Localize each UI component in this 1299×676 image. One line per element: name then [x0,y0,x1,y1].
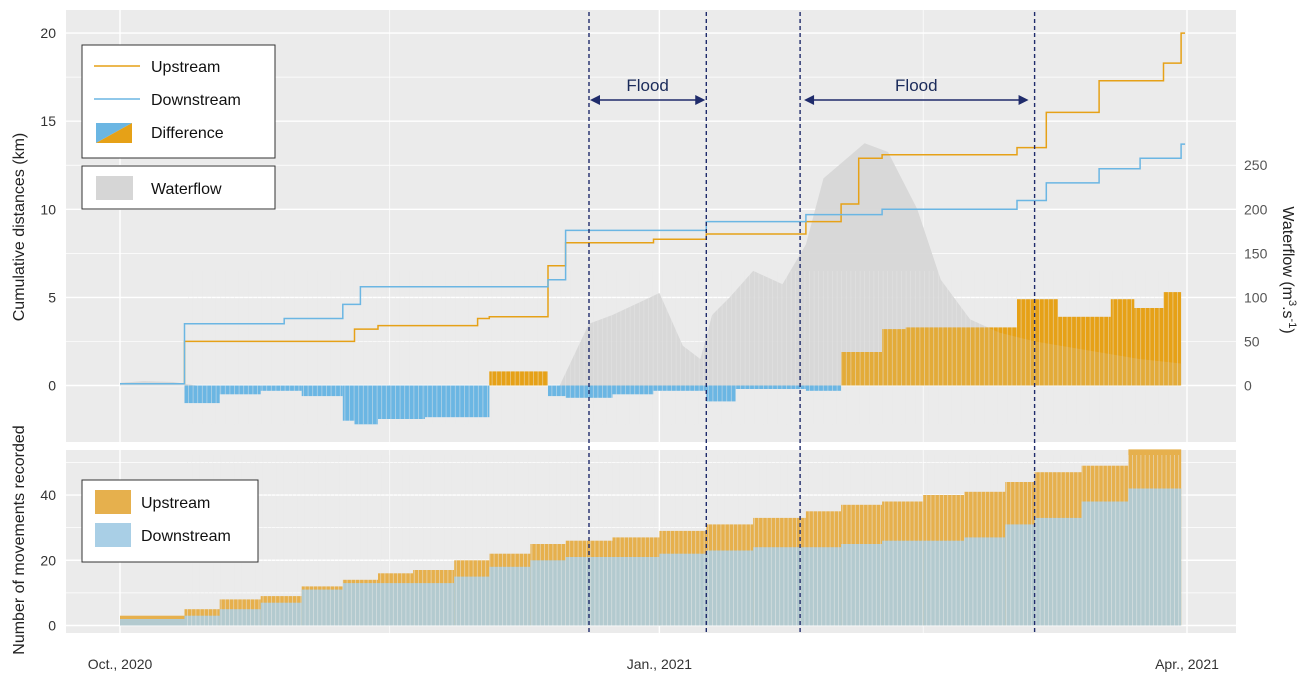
top-y-tick-3: 15 [40,113,56,129]
legend-movements-downstream-label: Downstream [141,528,231,545]
downstream-movement-bar [530,560,566,626]
cumulative-lines [120,32,1186,385]
legend-waterflow-label: Waterflow [151,181,222,198]
bottom-y-tick-1: 20 [40,552,56,568]
top-y-tick-4: 20 [40,25,56,41]
downstream-movement-bar [454,576,490,626]
legend-difference-label: Difference [151,125,224,142]
flood-arrow-1 [590,95,706,105]
downstream-movement-bar [489,566,531,626]
downstream-movement-bar [612,557,660,626]
x-tick-labels: Oct., 2020 Jan., 2021 Apr., 2021 [88,656,1219,672]
downstream-movement-bar [706,550,754,626]
x-tick-0: Oct., 2020 [88,656,153,672]
movement-bars [120,449,1184,626]
downstream-movement-bar [1034,517,1082,626]
downstream-movement-bar [882,540,924,626]
legend-movements-upstream-label: Upstream [141,495,210,512]
difference-bar [342,385,355,421]
top-y2-tick-0: 0 [1244,378,1252,394]
difference-bars [120,143,1182,425]
downstream-movement-bar [841,544,883,626]
top-y-tick-0: 0 [48,378,56,394]
downstream-movement-bar [1005,524,1035,626]
difference-bar [841,352,883,386]
legend-difference-key-orange [96,123,132,143]
y-axis-title-top: Cumulative distances (km) [11,133,28,322]
waterflow-overlay [120,143,1182,386]
top-y2-tick-2: 100 [1244,289,1268,305]
top-legend: Upstream Downstream Difference [81,44,276,159]
difference-bar [354,385,378,425]
flood-annotations: Flood Flood [590,76,1029,105]
flood-lines [588,12,1036,633]
downstream-movement-bar [805,547,842,626]
top-y-tick-1: 5 [48,289,56,305]
flood-arrow-2-head-right [1018,95,1029,105]
flood-arrow-2-head-left [804,95,815,105]
difference-bar [653,385,707,391]
top-y-tick-labels: 0 5 10 15 20 [40,25,56,393]
downstream-movement-bar [184,615,220,626]
waterflow-legend: Waterflow [81,165,276,210]
top-y2-tick-3: 150 [1244,245,1268,261]
waterflow-area-path [120,143,1182,386]
waterflow-area [120,143,1182,386]
bottom-y-tick-labels: 0 20 40 [40,487,56,634]
downstream-line [120,143,1186,385]
difference-bar [1134,308,1164,386]
bottom-y-tick-0: 0 [48,618,56,634]
x-tick-2: Apr., 2021 [1155,656,1219,672]
x-tick-1: Jan., 2021 [627,656,693,672]
legend-upstream-label: Upstream [151,59,220,76]
legend-movements-downstream-key [95,523,131,547]
flood-label-2: Flood [895,76,938,95]
downstream-movement-bar [342,583,378,626]
difference-bar [735,385,806,389]
y-axis-title-bottom: Number of movements recorded [11,425,28,654]
top-y-tick-2: 10 [40,201,56,217]
flood-label-1: Flood [626,76,669,95]
legend-movements-upstream-key [95,490,131,514]
difference-bar [1017,299,1058,386]
top-y2-tick-4: 200 [1244,201,1268,217]
top-y2-tick-labels: 0 50 100 150 200 250 [1244,157,1268,393]
bottom-y-tick-2: 40 [40,487,56,503]
downstream-movement-bar [964,537,1006,626]
difference-bar [378,385,425,419]
top-y2-tick-1: 50 [1244,333,1260,349]
difference-bar [219,385,261,395]
difference-bar [424,385,490,418]
flood-arrow-2 [804,95,1029,105]
downstream-movement-bar [378,583,414,626]
y2-axis-title: Waterflow (m3.s-1) [1279,206,1298,333]
flood-arrow-1-head-left [590,95,601,105]
bottom-legend: Upstream Downstream [81,479,259,563]
difference-bar [260,385,302,391]
legend-waterflow-key [96,176,133,200]
downstream-movement-bar [260,602,302,626]
top-y2-tick-5: 250 [1244,157,1268,173]
flood-arrow-1-head-right [695,95,706,105]
downstream-movement-bar [120,619,185,626]
upstream-line [120,32,1186,385]
downstream-movement-bar [413,583,455,626]
legend-downstream-label: Downstream [151,92,241,109]
downstream-movement-bar [1128,488,1182,626]
difference-bar [489,371,548,386]
difference-bar [706,385,736,402]
difference-bar [612,385,654,395]
downstream-movement-bar [1081,501,1129,626]
